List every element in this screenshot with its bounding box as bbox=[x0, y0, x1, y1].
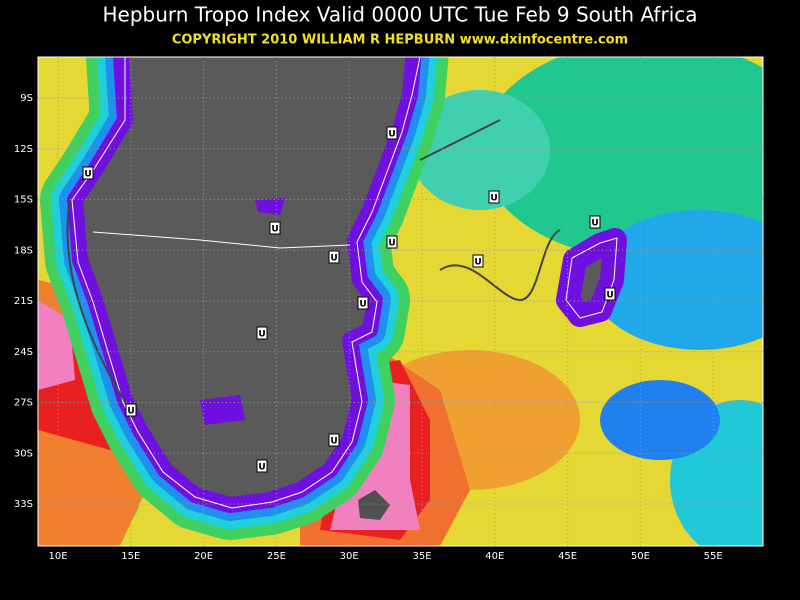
madagascar bbox=[556, 228, 627, 327]
field bbox=[38, 57, 763, 546]
marker-box bbox=[256, 326, 268, 340]
marker-box bbox=[472, 254, 484, 268]
lon-label: 30E bbox=[340, 551, 359, 562]
marker-label: U bbox=[330, 254, 337, 264]
marker-box bbox=[589, 215, 601, 229]
marker-box bbox=[269, 221, 281, 235]
marker-box bbox=[256, 459, 268, 473]
title: Hepburn Tropo Index Valid 0000 UTC Tue F… bbox=[102, 3, 697, 27]
marker-box bbox=[488, 190, 500, 204]
lon-label: 20E bbox=[194, 551, 213, 562]
marker-box bbox=[328, 433, 340, 447]
marker-label: U bbox=[490, 194, 497, 204]
marker-box bbox=[386, 126, 398, 140]
marker-label: U bbox=[388, 239, 395, 249]
marker-label: U bbox=[359, 300, 366, 310]
marker-box bbox=[328, 250, 340, 264]
marker-label: U bbox=[591, 219, 598, 229]
zone bbox=[410, 90, 550, 210]
marker-box bbox=[604, 287, 616, 301]
zone bbox=[200, 395, 245, 425]
marker-box bbox=[386, 235, 398, 249]
lat-label: 15S bbox=[14, 195, 33, 206]
zone bbox=[358, 490, 390, 520]
border bbox=[92, 231, 351, 249]
coastline bbox=[231, 57, 421, 509]
marker-box bbox=[357, 296, 369, 310]
marker-label: U bbox=[84, 170, 91, 180]
zone bbox=[480, 57, 763, 260]
marker-box bbox=[82, 166, 94, 180]
lon-label: 45E bbox=[558, 551, 577, 562]
coastline bbox=[71, 57, 233, 509]
lon-label: 10E bbox=[48, 551, 67, 562]
lon-label: 40E bbox=[485, 551, 504, 562]
africa bbox=[40, 57, 627, 540]
lat-label: 12S bbox=[14, 144, 33, 155]
lon-label: 35E bbox=[412, 551, 431, 562]
lat-label: 30S bbox=[14, 448, 33, 459]
copyright: COPYRIGHT 2010 WILLIAM R HEPBURN www.dxi… bbox=[172, 33, 628, 48]
marker-label: U bbox=[258, 330, 265, 340]
marker-label: U bbox=[606, 291, 613, 301]
lon-label: 15E bbox=[121, 551, 140, 562]
axis-labels: 9S 12S 15S 18S 21S 24S 27S 30S 33S 10E 15E 20E 25E 30… bbox=[14, 93, 723, 562]
lon-label: 50E bbox=[631, 551, 650, 562]
zone bbox=[590, 210, 763, 350]
lat-label: 18S bbox=[14, 245, 33, 256]
marker-label: U bbox=[271, 225, 278, 235]
graticule bbox=[38, 57, 763, 546]
lat-label: 24S bbox=[14, 347, 33, 358]
lat-label: 9S bbox=[20, 93, 33, 104]
markers: U U U U U U U U U U U U U U bbox=[82, 126, 616, 473]
marker-label: U bbox=[474, 258, 481, 268]
zone bbox=[255, 198, 285, 215]
lat-label: 33S bbox=[14, 499, 33, 510]
lat-label: 27S bbox=[14, 398, 33, 409]
marker-label: U bbox=[388, 130, 395, 140]
marker-label: U bbox=[330, 437, 337, 447]
lon-label: 25E bbox=[267, 551, 286, 562]
marker-label: U bbox=[127, 407, 134, 417]
lat-label: 21S bbox=[14, 296, 33, 307]
marker-box bbox=[125, 403, 137, 417]
zone bbox=[600, 380, 720, 460]
marker-label: U bbox=[258, 463, 265, 473]
land bbox=[67, 57, 422, 513]
lon-label: 55E bbox=[704, 551, 723, 562]
